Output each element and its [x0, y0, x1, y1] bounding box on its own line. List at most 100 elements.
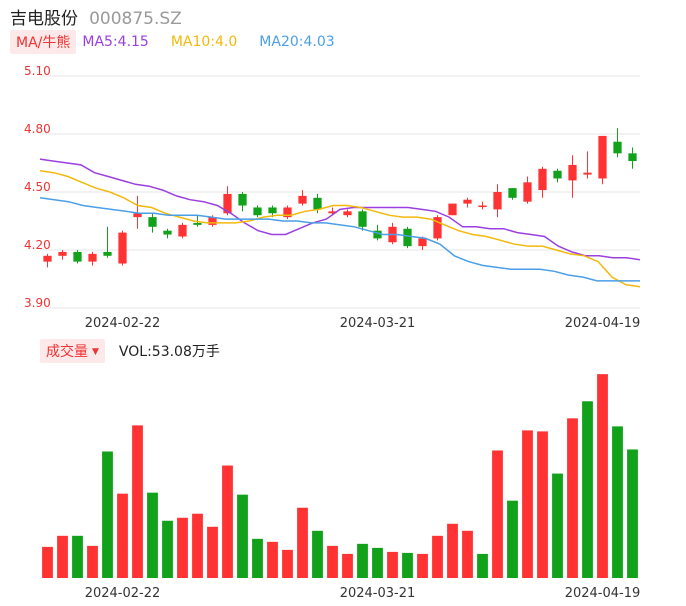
candle	[628, 147, 637, 169]
volume-bar	[42, 546, 53, 578]
volume-bar	[357, 543, 368, 578]
volume-value: VOL:53.08万手	[118, 344, 220, 360]
candle-body	[358, 211, 367, 227]
candle-body	[598, 135, 607, 179]
candle-body	[433, 217, 442, 239]
stock-name: 吉电股份	[10, 9, 78, 29]
candle	[448, 203, 457, 216]
candle	[103, 226, 112, 258]
x-tick-label: 2024-03-21	[340, 586, 416, 601]
candle	[73, 250, 82, 264]
date-axis-bottom: 2024-02-22 2024-03-21 2024-04-19	[85, 586, 641, 601]
x-tick-label: 2024-02-22	[85, 586, 161, 601]
candle-body	[283, 207, 292, 218]
volume-bar	[507, 500, 518, 578]
caret-down-icon: ▼	[92, 347, 99, 357]
y-tick-label: 4.50	[24, 180, 51, 194]
volume-bar	[132, 425, 143, 578]
candle-body	[88, 253, 97, 262]
volume-indicator-selector[interactable]: 成交量 ▼	[40, 339, 105, 363]
x-tick-label: 2024-04-19	[565, 316, 641, 331]
x-tick-label: 2024-03-21	[340, 316, 416, 331]
volume-bar	[117, 493, 128, 578]
volume-bar	[72, 535, 83, 578]
candle-body	[43, 255, 52, 262]
volume-bar	[177, 517, 188, 578]
candlestick-series	[43, 128, 637, 268]
volume-bar	[582, 401, 593, 578]
candle	[403, 226, 412, 249]
volume-bar	[192, 513, 203, 578]
volume-bar	[102, 451, 113, 578]
volume-bar	[417, 553, 428, 578]
x-tick-label: 2024-02-22	[85, 316, 161, 331]
volume-bar	[597, 374, 608, 578]
candle	[568, 155, 577, 198]
candle-body	[103, 251, 112, 256]
y-tick-label: 3.90	[24, 296, 51, 310]
candle	[238, 192, 247, 212]
candle	[43, 253, 52, 268]
ma-indicator-selector[interactable]: MA/牛熊	[10, 30, 77, 54]
candle-body	[313, 197, 322, 210]
candle-body	[553, 170, 562, 179]
volume-bar	[612, 426, 623, 578]
candle	[223, 186, 232, 216]
candle-body	[628, 153, 637, 162]
candle-body	[298, 195, 307, 204]
volume-bar	[462, 530, 473, 578]
candle	[88, 251, 97, 266]
volume-bar	[567, 418, 578, 578]
volume-series	[42, 374, 638, 578]
candle	[358, 209, 367, 231]
ma-legend: MA/牛熊 MA5:4.15 MA10:4.0 MA20:4.03	[10, 30, 357, 54]
candle-body	[193, 222, 202, 225]
volume-bar	[147, 492, 158, 578]
candle-body	[253, 207, 262, 216]
volume-bar	[252, 538, 263, 578]
stock-header: 吉电股份 000875.SZ	[10, 4, 182, 29]
volume-bar	[267, 541, 278, 578]
candle	[388, 222, 397, 245]
ma20-label: MA20:4.03	[259, 34, 335, 50]
candle-body	[238, 193, 247, 206]
candle	[508, 188, 517, 200]
volume-bar	[447, 523, 458, 578]
ma10-line	[39, 169, 641, 288]
volume-bar	[87, 545, 98, 578]
volume-bar	[327, 545, 338, 578]
volume-tag-label: 成交量	[46, 344, 88, 360]
volume-bar	[387, 551, 398, 578]
candle	[613, 128, 622, 158]
ma20-line	[39, 197, 640, 282]
candle-body	[328, 211, 337, 214]
candle-body	[223, 193, 232, 214]
volume-bar	[222, 465, 233, 578]
volume-bar	[552, 473, 563, 578]
volume-bar	[297, 507, 308, 578]
candle-body	[583, 172, 592, 175]
volume-bar	[342, 553, 353, 578]
volume-bar	[522, 430, 533, 578]
stock-code: 000875.SZ	[89, 9, 182, 29]
volume-bar	[237, 494, 248, 578]
candle-body	[418, 238, 427, 247]
candle-body	[163, 230, 172, 235]
candle-body	[373, 230, 382, 239]
candle-body	[343, 211, 352, 216]
candle	[343, 209, 352, 218]
candle-body	[538, 168, 547, 191]
volume-bar	[162, 520, 173, 578]
candle-body	[403, 228, 412, 247]
candle	[163, 228, 172, 239]
candle-body	[478, 205, 487, 208]
candle-body	[508, 188, 517, 198]
candle-body	[118, 232, 127, 264]
candle-body	[448, 203, 457, 216]
candle	[598, 135, 607, 185]
candle-body	[463, 199, 472, 204]
volume-bar	[402, 552, 413, 578]
candle	[148, 213, 157, 233]
candle-body	[568, 164, 577, 181]
